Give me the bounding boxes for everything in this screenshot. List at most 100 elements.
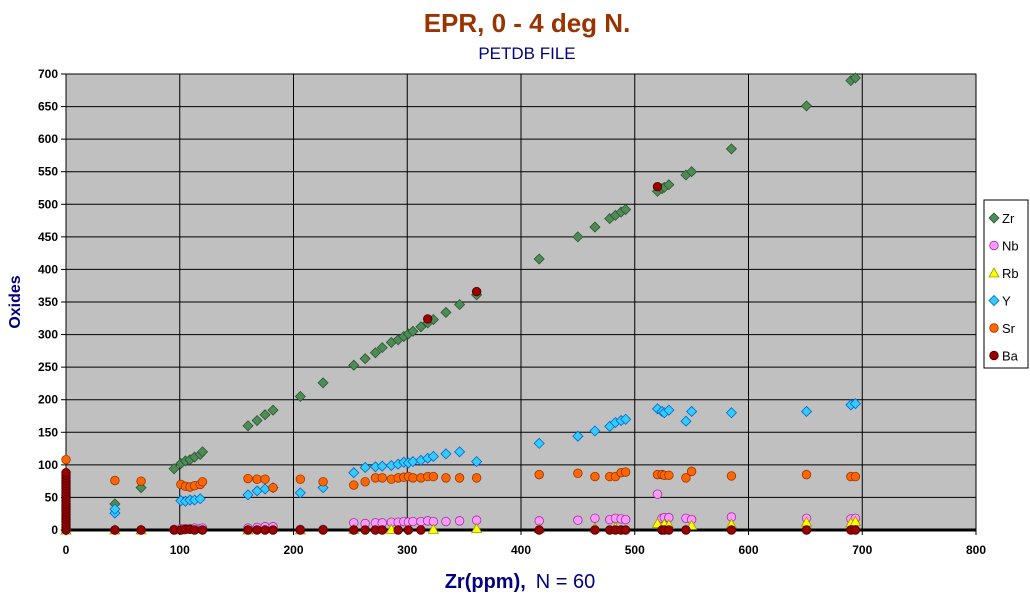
- y-tick-label: 150: [38, 425, 58, 439]
- x-tick-label: 300: [397, 543, 417, 557]
- point-ba: [681, 525, 691, 535]
- legend-label: Sr: [1002, 321, 1016, 336]
- point-zr: [317, 377, 329, 389]
- point-sr: [318, 477, 328, 487]
- x-tick-label: 0: [63, 543, 70, 557]
- point-y: [680, 415, 692, 427]
- point-y: [109, 503, 121, 515]
- point-sr: [268, 482, 278, 493]
- point-zr: [369, 347, 381, 359]
- point-y: [725, 407, 738, 419]
- point-ba: [268, 525, 278, 535]
- point-ba: [197, 525, 208, 535]
- point-zr: [267, 404, 279, 416]
- point-zr: [663, 179, 675, 191]
- y-tick-label: 450: [38, 230, 58, 244]
- point-ba: [252, 525, 262, 535]
- point-y: [440, 448, 452, 460]
- legend-marker-sr: [989, 323, 999, 333]
- point-nb: [652, 489, 663, 499]
- y-tick-label: 50: [45, 490, 59, 504]
- point-y: [294, 487, 306, 499]
- legend: Zr Nb Rb Y Sr Ba: [983, 199, 1029, 369]
- point-zr: [725, 143, 738, 155]
- point-sr: [573, 468, 583, 479]
- chart-title: EPR, 0 - 4 deg N.: [424, 8, 631, 38]
- point-ba: [423, 314, 433, 324]
- legend-label: Nb: [1002, 239, 1019, 254]
- x-tick-label: 200: [283, 543, 303, 557]
- y-tick-label: 550: [38, 165, 58, 179]
- point-y: [427, 450, 439, 462]
- point-ba: [377, 525, 387, 535]
- y-tick-label: 600: [38, 132, 58, 146]
- point-ba: [652, 181, 663, 192]
- point-sr: [801, 469, 812, 480]
- point-sr: [664, 470, 674, 480]
- point-zr: [454, 299, 466, 311]
- point-ba: [295, 525, 306, 535]
- point-y: [454, 446, 466, 458]
- point-zr: [251, 414, 263, 427]
- point-zr: [294, 390, 306, 403]
- tick-labels: 0 50 100 150 200 250 300 350 400 450 500 550 600 650 7…: [38, 67, 986, 557]
- point-sr: [408, 473, 418, 483]
- point-sr: [136, 476, 146, 486]
- point-sr: [349, 480, 359, 490]
- legend-marker-nb: [989, 240, 999, 251]
- point-ba: [243, 525, 253, 535]
- y-tick-label: 200: [38, 393, 58, 407]
- x-tick-label: 700: [852, 543, 872, 557]
- point-sr: [197, 477, 208, 487]
- point-zr: [242, 420, 254, 432]
- point-zr: [440, 306, 452, 318]
- x-axis-label: Zr(ppm), N = 60: [445, 571, 596, 593]
- legend-item-nb: Nb: [989, 239, 1019, 254]
- point-sr: [61, 454, 71, 465]
- series-sr: [61, 454, 861, 493]
- y-tick-label: 700: [38, 67, 58, 81]
- point-y: [194, 493, 206, 505]
- legend-marker-ba: [989, 350, 999, 361]
- legend-box: [983, 199, 1029, 369]
- point-y: [589, 425, 601, 437]
- point-zr: [415, 321, 427, 333]
- point-nb: [454, 516, 465, 526]
- legend-label: Zr: [1002, 211, 1015, 226]
- x-tick-label: 500: [625, 543, 645, 557]
- y-tick-label: 650: [38, 100, 58, 114]
- point-ba: [850, 525, 861, 535]
- legend-item-rb: Rb: [988, 266, 1019, 281]
- point-ba: [801, 525, 812, 535]
- point-zr: [849, 72, 861, 84]
- point-sr: [681, 473, 691, 483]
- legend-item-sr: Sr: [989, 321, 1016, 336]
- point-ba: [349, 525, 359, 535]
- point-nb: [573, 515, 583, 525]
- x-tick-label: 600: [738, 543, 758, 557]
- series-y: [109, 398, 861, 519]
- point-zr: [259, 409, 271, 421]
- point-sr: [252, 474, 262, 484]
- point-sr: [295, 474, 306, 484]
- point-zr: [589, 221, 601, 233]
- point-zr: [359, 353, 371, 365]
- y-tick-label: 350: [38, 295, 58, 309]
- point-nb: [408, 516, 418, 527]
- point-ba: [136, 525, 146, 535]
- point-y: [663, 404, 675, 416]
- point-ba: [471, 286, 482, 297]
- point-ba: [318, 525, 328, 535]
- point-sr: [454, 473, 465, 483]
- point-zr: [348, 359, 360, 371]
- point-rb: [651, 517, 664, 528]
- y-tick-label: 400: [38, 262, 58, 276]
- point-sr: [428, 471, 439, 482]
- point-sr: [360, 477, 370, 487]
- point-sr: [110, 475, 120, 486]
- point-zr: [196, 446, 209, 458]
- point-zr: [533, 253, 545, 265]
- point-nb: [620, 514, 631, 525]
- y-tick-label: 0: [51, 523, 58, 537]
